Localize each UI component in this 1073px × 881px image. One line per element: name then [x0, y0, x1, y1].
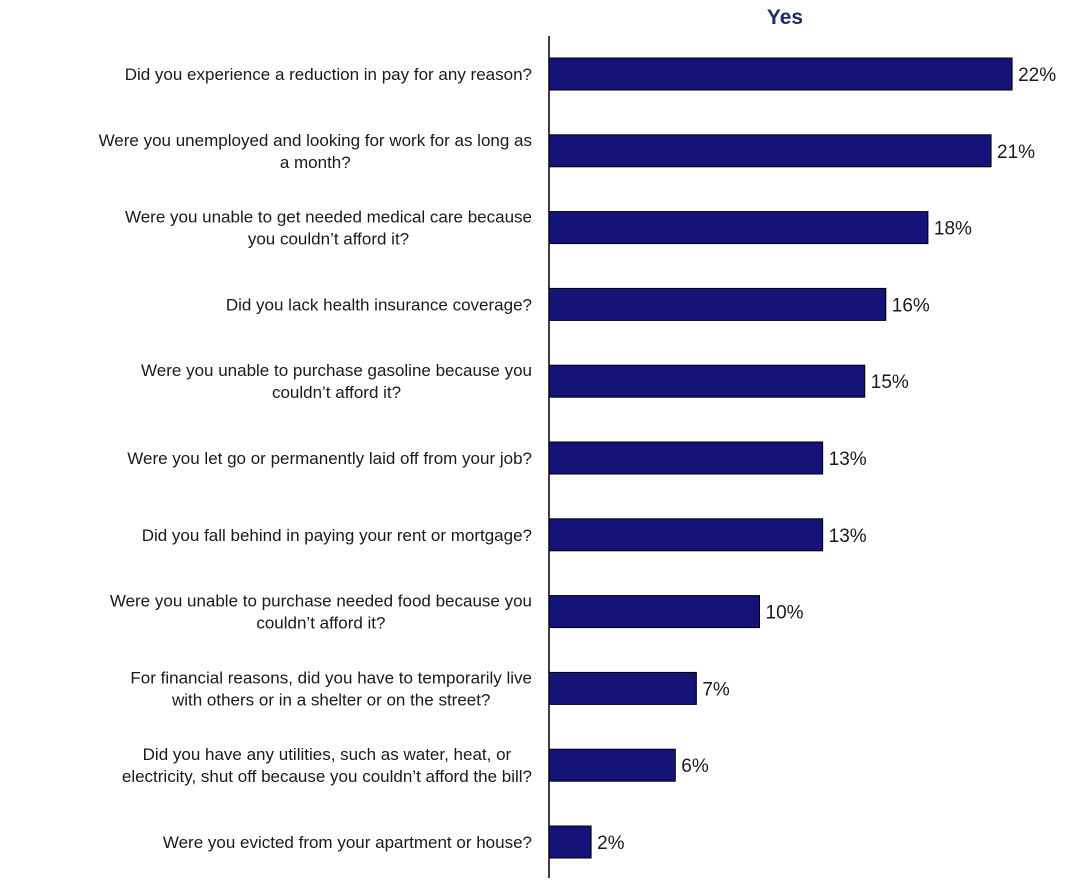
bar — [548, 671, 697, 705]
series-title: Yes — [767, 6, 803, 29]
category-label-line: you couldn’t afford it? — [248, 230, 409, 249]
category-label-line: electricity, shut off because you couldn… — [122, 767, 532, 786]
category-label-line: a month? — [280, 153, 351, 172]
value-label: 15% — [871, 372, 909, 393]
category-label-line: Did you fall behind in paying your rent … — [142, 526, 532, 545]
value-label: 22% — [1018, 65, 1056, 86]
category-label-line: Were you unable to purchase needed food … — [110, 592, 532, 611]
bar — [548, 211, 929, 245]
category-label-line: Were you unemployed and looking for work… — [99, 131, 532, 150]
category-label: Were you let go or permanently laid off … — [127, 449, 532, 468]
category-label: Did you experience a reduction in pay fo… — [125, 65, 532, 84]
value-label: 6% — [681, 756, 709, 777]
category-label-line: Did you lack health insurance coverage? — [226, 295, 532, 314]
category-label-line: Did you experience a reduction in pay fo… — [125, 65, 532, 84]
category-label: Did you lack health insurance coverage? — [226, 295, 532, 314]
bar — [548, 287, 887, 321]
bar — [548, 748, 676, 782]
value-label: 2% — [597, 833, 625, 854]
category-label: Were you evicted from your apartment or … — [163, 833, 532, 852]
category-label-line: Were you unable to get needed medical ca… — [125, 208, 532, 227]
value-label: 7% — [702, 679, 730, 700]
value-label: 16% — [892, 295, 930, 316]
bar — [548, 518, 824, 552]
category-label-line: couldn’t afford it? — [272, 383, 401, 402]
category-label-line: with others or in a shelter or on the st… — [171, 690, 490, 709]
bar — [548, 364, 866, 398]
category-label: Did you have any utilities, such as wate… — [122, 745, 532, 786]
category-label-line: For financial reasons, did you have to t… — [130, 668, 532, 687]
category-label: Were you unemployed and looking for work… — [99, 131, 532, 172]
value-label: 13% — [829, 526, 867, 547]
category-label-line: Were you unable to purchase gasoline bec… — [141, 361, 532, 380]
category-label-line: couldn’t afford it? — [256, 614, 385, 633]
bars — [548, 57, 1013, 859]
category-label-line: Were you evicted from your apartment or … — [163, 833, 532, 852]
bar — [548, 134, 992, 168]
category-label: For financial reasons, did you have to t… — [130, 668, 532, 709]
category-label: Were you unable to purchase gasoline bec… — [141, 361, 532, 402]
value-label: 18% — [934, 219, 972, 240]
category-label: Were you unable to purchase needed food … — [110, 592, 532, 633]
bar — [548, 595, 760, 629]
category-label-line: Were you let go or permanently laid off … — [127, 449, 532, 468]
category-label-line: Did you have any utilities, such as wate… — [143, 745, 512, 764]
category-label: Were you unable to get needed medical ca… — [125, 208, 532, 249]
category-label: Did you fall behind in paying your rent … — [142, 526, 532, 545]
value-label: 21% — [997, 142, 1035, 163]
value-labels: 22% 21% 18% 16% 15% 13% 13% 10% 7% 6% 2% — [597, 65, 1056, 854]
bar — [548, 441, 824, 475]
value-label: 10% — [766, 603, 804, 624]
bar — [548, 57, 1013, 91]
category-labels: Did you experience a reduction in pay fo… — [99, 65, 532, 852]
bar — [548, 825, 592, 859]
value-label: 13% — [829, 449, 867, 470]
